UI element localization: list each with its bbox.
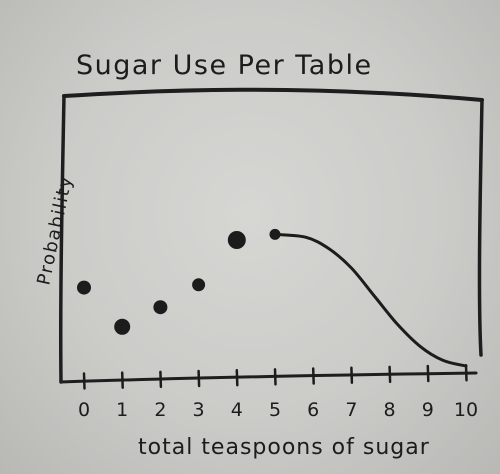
data-point-2 xyxy=(153,300,168,315)
x-axis-label: total teaspoons of sugar xyxy=(138,435,430,460)
x-tick-label-5: 5 xyxy=(269,399,281,421)
data-point-0 xyxy=(77,280,91,295)
x-tick-label-1: 1 xyxy=(116,399,128,421)
x-tick-2 xyxy=(159,370,163,389)
plot-frame xyxy=(58,87,484,384)
data-point-3 xyxy=(192,278,206,292)
x-tick-1 xyxy=(120,371,124,389)
x-tick-10 xyxy=(464,363,468,382)
x-tick-label-0: 0 xyxy=(78,399,90,421)
chart-title: Sugar Use Per Table xyxy=(76,50,373,81)
x-ticks xyxy=(82,363,468,390)
x-tick-label-6: 6 xyxy=(307,399,319,421)
x-tick-3 xyxy=(197,369,201,388)
x-tick-4 xyxy=(235,368,239,387)
x-tick-label-3: 3 xyxy=(193,399,205,421)
x-tick-label-9: 9 xyxy=(422,399,434,421)
x-tick-label-2: 2 xyxy=(154,399,166,421)
x-tick-5 xyxy=(273,368,277,386)
x-axis-line xyxy=(59,371,478,384)
data-point-4 xyxy=(227,231,246,249)
x-tick-9 xyxy=(426,364,430,383)
data-points xyxy=(77,228,281,335)
x-tick-0 xyxy=(82,372,86,390)
x-tick-label-7: 7 xyxy=(345,399,357,421)
data-point-1 xyxy=(114,318,131,335)
x-tick-8 xyxy=(388,365,392,384)
x-tick-label-10: 10 xyxy=(454,399,478,421)
x-tick-label-8: 8 xyxy=(384,399,396,421)
x-tick-labels: 0 1 2 3 4 5 6 7 8 9 10 xyxy=(78,399,478,421)
x-tick-7 xyxy=(350,366,354,384)
x-tick-6 xyxy=(311,367,315,385)
tail-curve xyxy=(273,232,468,368)
x-tick-label-4: 4 xyxy=(231,399,243,421)
y-axis-label: Probability xyxy=(33,173,77,287)
